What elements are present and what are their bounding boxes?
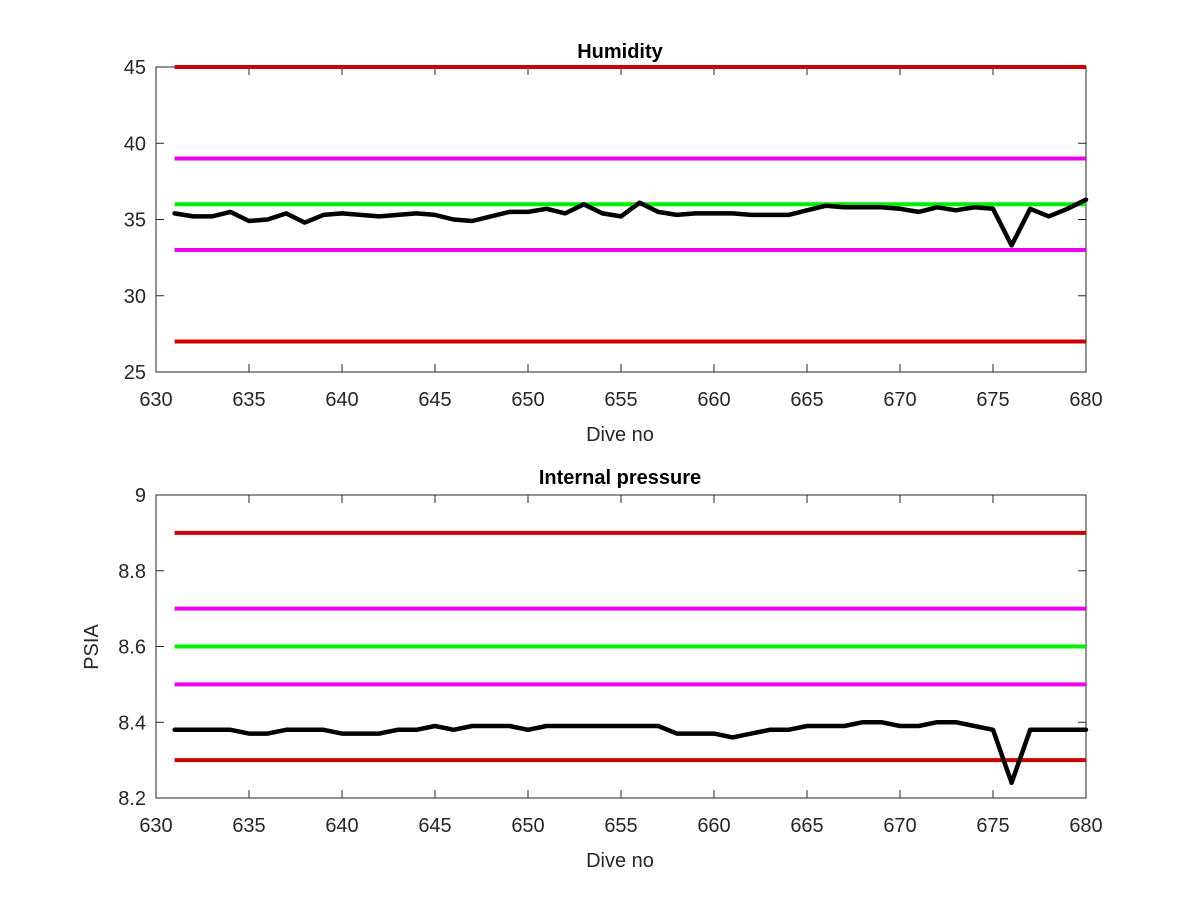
- internal-pressure-y-tick-label: 8.6: [118, 637, 146, 659]
- humidity-x-tick-label: 680: [1069, 389, 1102, 411]
- internal-pressure-x-tick-label: 630: [139, 815, 172, 837]
- internal-pressure-x-tick-label: 665: [790, 815, 823, 837]
- internal-pressure-y-axis-label: PSIA: [81, 624, 103, 670]
- internal-pressure-y-tick-label: 9: [135, 485, 146, 507]
- internal-pressure-chart-title: Internal pressure: [539, 467, 701, 489]
- internal-pressure-x-tick-label: 655: [604, 815, 637, 837]
- humidity-y-tick-label: 25: [124, 362, 146, 384]
- internal-pressure-y-tick-label: 8.2: [118, 788, 146, 810]
- internal-pressure-x-tick-label: 680: [1069, 815, 1102, 837]
- internal-pressure-series-line: [172, 719, 1089, 786]
- humidity-x-tick-label: 630: [139, 389, 172, 411]
- internal-pressure-chart: 630 635 640 645 650 655 660 665 670 675 680 8.2 8.4 8…: [81, 467, 1103, 872]
- humidity-x-tick-label: 660: [697, 389, 730, 411]
- internal-pressure-x-axis-label: Dive no: [586, 850, 654, 872]
- internal-pressure-y-tick-label: 8.8: [118, 561, 146, 583]
- humidity-y-tick-label: 35: [124, 210, 146, 232]
- humidity-x-tick-label: 645: [418, 389, 451, 411]
- humidity-x-tick-label: 640: [325, 389, 358, 411]
- internal-pressure-x-tick-label: 660: [697, 815, 730, 837]
- internal-pressure-x-tick-label: 675: [976, 815, 1009, 837]
- humidity-y-tick-label: 30: [124, 286, 146, 308]
- humidity-x-tick-label: 650: [511, 389, 544, 411]
- humidity-x-tick-label: 655: [604, 389, 637, 411]
- humidity-x-tick-label: 635: [232, 389, 265, 411]
- humidity-chart: 630 635 640 645 650 655 660 665 670 675 680 25 30 35 4…: [124, 41, 1103, 446]
- internal-pressure-x-tick-label: 640: [325, 815, 358, 837]
- humidity-x-tick-label: 665: [790, 389, 823, 411]
- humidity-chart-title: Humidity: [577, 41, 663, 63]
- internal-pressure-x-tick-label: 645: [418, 815, 451, 837]
- internal-pressure-y-tick-label: 8.4: [118, 712, 146, 734]
- humidity-x-tick-label: 675: [976, 389, 1009, 411]
- internal-pressure-x-tick-label: 650: [511, 815, 544, 837]
- internal-pressure-x-tick-label: 635: [232, 815, 265, 837]
- humidity-series-line: [172, 197, 1089, 248]
- humidity-y-tick-label: 40: [124, 133, 146, 155]
- humidity-x-tick-label: 670: [883, 389, 916, 411]
- internal-pressure-x-tick-label: 670: [883, 815, 916, 837]
- humidity-x-axis-label: Dive no: [586, 424, 654, 446]
- humidity-y-tick-label: 45: [124, 57, 146, 79]
